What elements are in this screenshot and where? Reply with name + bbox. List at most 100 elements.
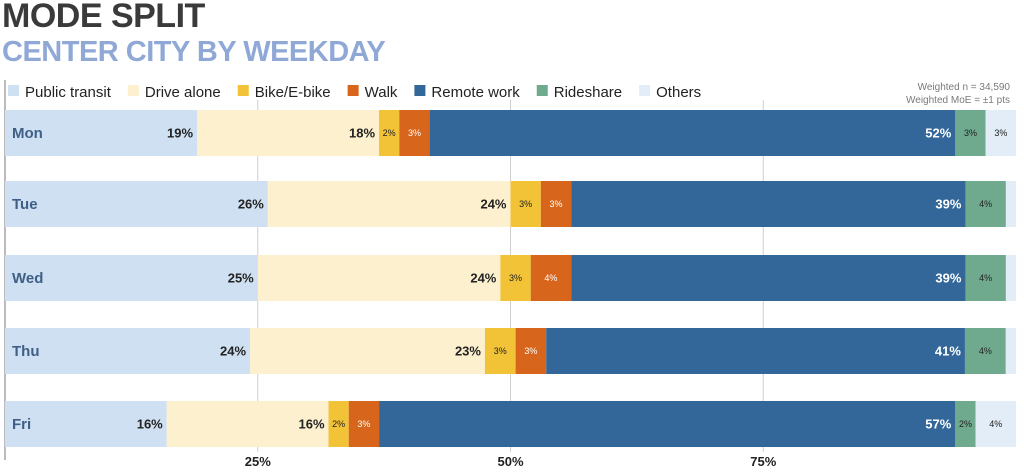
data-label-fri-remote-work: 57%	[925, 417, 951, 432]
bar-thu-bike-e-bike	[484, 328, 516, 374]
data-label-thu-bike-e-bike: 3%	[494, 346, 507, 356]
chart-title: MODE SPLIT	[2, 0, 205, 35]
bars: 19% 18% 2% 3% 52% 3% 3% Mon 26% 24% 3% 3% 39% 4% Tue 25…	[5, 110, 1016, 447]
bar-fri-public-transit	[5, 401, 167, 447]
legend-label-drive-alone: Drive alone	[145, 84, 221, 101]
data-label-wed-public-transit: 25%	[228, 271, 254, 286]
bar-tue-drive-alone	[267, 181, 511, 227]
bar-tue-public-transit	[5, 181, 268, 227]
data-label-thu-remote-work: 41%	[935, 344, 961, 359]
bar-fri-walk	[348, 401, 380, 447]
category-label-wed: Wed	[12, 270, 43, 287]
category-label-thu: Thu	[12, 343, 40, 360]
bar-thu-others	[1005, 328, 1016, 374]
bar-thu-remote-work	[546, 328, 965, 374]
data-label-fri-bike-e-bike: 2%	[332, 419, 345, 429]
bar-fri-remote-work	[379, 401, 956, 447]
data-label-mon-drive-alone: 18%	[349, 126, 375, 141]
data-label-fri-others: 4%	[989, 419, 1002, 429]
legend-label-walk: Walk	[365, 84, 398, 101]
data-label-mon-public-transit: 19%	[167, 126, 193, 141]
bar-mon-bike-e-bike	[379, 110, 400, 156]
bar-thu-public-transit	[5, 328, 251, 374]
legend-label-rideshare: Rideshare	[554, 84, 622, 101]
data-label-tue-bike-e-bike: 3%	[519, 199, 532, 209]
bar-tue-walk	[540, 181, 572, 227]
legend: Public transit Drive alone Bike/E-bike Walk…	[8, 84, 701, 101]
legend-label-remote-work: Remote work	[431, 84, 520, 101]
x-tick-label-50: 50%	[497, 454, 523, 469]
bar-fri-rideshare	[955, 401, 976, 447]
x-tick-label-75: 75%	[750, 454, 776, 469]
bar-mon-rideshare	[955, 110, 986, 156]
bar-fri-others	[975, 401, 1016, 447]
bar-wed-drive-alone	[257, 255, 501, 301]
category-label-mon: Mon	[12, 125, 43, 142]
legend-swatch-walk	[347, 85, 359, 96]
bar-tue-others	[1005, 181, 1016, 227]
data-label-fri-walk: 3%	[357, 419, 370, 429]
x-axis-ticks: 25% 50% 75%	[245, 454, 777, 469]
data-label-tue-public-transit: 26%	[238, 197, 264, 212]
bar-wed-public-transit	[5, 255, 258, 301]
data-label-mon-others: 3%	[994, 128, 1007, 138]
data-label-wed-bike-e-bike: 3%	[509, 273, 522, 283]
data-label-tue-remote-work: 39%	[935, 197, 961, 212]
bar-tue-bike-e-bike	[510, 181, 541, 227]
data-label-thu-public-transit: 24%	[220, 344, 246, 359]
data-label-mon-remote-work: 52%	[925, 126, 951, 141]
bar-mon-drive-alone	[197, 110, 380, 156]
data-label-tue-drive-alone: 24%	[480, 197, 506, 212]
bar-mon-remote-work	[429, 110, 956, 156]
x-tick-label-25: 25%	[245, 454, 271, 469]
legend-label-bike-e-bike: Bike/E-bike	[255, 84, 331, 101]
bar-mon-public-transit	[5, 110, 198, 156]
data-label-thu-rideshare: 4%	[979, 346, 992, 356]
bar-thu-walk	[515, 328, 547, 374]
data-label-tue-walk: 3%	[549, 199, 562, 209]
sample-size-note: Weighted n = 34,590	[917, 82, 1010, 93]
data-label-mon-rideshare: 3%	[964, 128, 977, 138]
bar-wed-remote-work	[571, 255, 966, 301]
bar-mon-walk	[399, 110, 430, 156]
data-label-fri-rideshare: 2%	[959, 419, 972, 429]
data-label-wed-rideshare: 4%	[979, 273, 992, 283]
bar-row-thu: 24% 23% 3% 3% 41% 4% Thu	[5, 328, 1016, 374]
bar-row-fri: 16% 16% 2% 3% 57% 2% 4% Fri	[5, 401, 1016, 447]
bar-wed-rideshare	[965, 255, 1006, 301]
category-label-tue: Tue	[12, 196, 38, 213]
bar-fri-drive-alone	[166, 401, 329, 447]
data-label-thu-drive-alone: 23%	[455, 344, 481, 359]
data-label-mon-bike-e-bike: 2%	[383, 128, 396, 138]
bar-thu-rideshare	[964, 328, 1006, 374]
legend-swatch-bike-e-bike	[237, 85, 249, 96]
margin-of-error-note: Weighted MoE = ±1 pts	[906, 95, 1010, 106]
legend-label-public-transit: Public transit	[25, 84, 112, 101]
data-label-mon-walk: 3%	[408, 128, 421, 138]
data-label-fri-drive-alone: 16%	[298, 417, 324, 432]
data-label-wed-drive-alone: 24%	[470, 271, 496, 286]
data-label-wed-remote-work: 39%	[935, 271, 961, 286]
bar-row-wed: 25% 24% 3% 4% 39% 4% Wed	[5, 255, 1016, 301]
bar-tue-remote-work	[571, 181, 966, 227]
data-label-thu-walk: 3%	[524, 346, 537, 356]
bar-wed-walk	[530, 255, 572, 301]
category-label-fri: Fri	[12, 416, 31, 433]
bar-row-mon: 19% 18% 2% 3% 52% 3% 3% Mon	[5, 110, 1016, 156]
bar-wed-bike-e-bike	[500, 255, 531, 301]
chart-subtitle: CENTER CITY BY WEEKDAY	[2, 36, 386, 68]
legend-swatch-public-transit	[8, 85, 19, 96]
data-label-wed-walk: 4%	[544, 273, 557, 283]
legend-swatch-remote-work	[414, 85, 426, 96]
legend-swatch-rideshare	[536, 85, 548, 96]
bar-tue-rideshare	[965, 181, 1006, 227]
data-label-tue-rideshare: 4%	[979, 199, 992, 209]
legend-swatch-drive-alone	[127, 85, 139, 96]
data-label-fri-public-transit: 16%	[137, 417, 163, 432]
legend-swatch-others	[639, 85, 651, 96]
bar-row-tue: 26% 24% 3% 3% 39% 4% Tue	[5, 181, 1016, 227]
bar-thu-drive-alone	[250, 328, 485, 374]
bar-fri-bike-e-bike	[328, 401, 349, 447]
